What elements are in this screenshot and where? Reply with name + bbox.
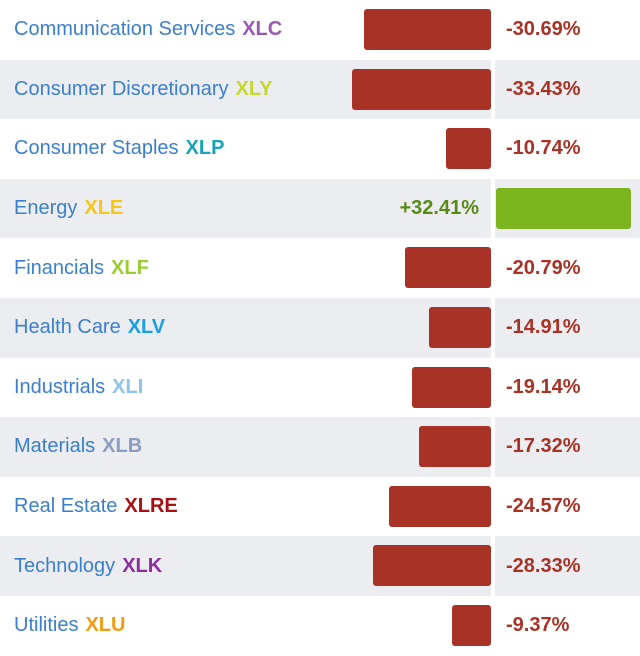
row-stripe bbox=[0, 298, 491, 358]
sector-name: Consumer Discretionary bbox=[14, 77, 229, 100]
sector-name: Consumer Staples bbox=[14, 137, 179, 160]
sector-label: Materials XLB bbox=[14, 417, 142, 477]
value-label: -9.37% bbox=[506, 614, 570, 637]
sector-row: Consumer Staples XLP -10.74% bbox=[0, 119, 640, 179]
sector-row: Utilities XLU -9.37% bbox=[0, 596, 640, 656]
row-stripe bbox=[495, 298, 640, 358]
sector-row: Consumer Discretionary XLY -33.43% bbox=[0, 59, 640, 120]
negative-bar bbox=[389, 485, 491, 527]
sector-ticker: XLRE bbox=[124, 495, 178, 518]
value-label: -24.57% bbox=[506, 495, 581, 518]
negative-bar bbox=[404, 247, 491, 289]
value-label: +32.41% bbox=[399, 197, 479, 220]
value-label: -17.32% bbox=[506, 435, 581, 458]
sector-name: Financials bbox=[14, 256, 105, 279]
value-label: -14.91% bbox=[506, 316, 581, 339]
sector-ticker: XLC bbox=[242, 18, 283, 41]
negative-bar bbox=[429, 307, 491, 348]
value-label: -28.33% bbox=[506, 554, 581, 577]
positive-bar bbox=[496, 187, 631, 229]
sector-row: Technology XLK -28.33% bbox=[0, 536, 640, 596]
sector-name: Energy bbox=[14, 197, 78, 220]
value-label: -19.14% bbox=[506, 375, 581, 398]
sector-ticker: XLI bbox=[112, 375, 144, 398]
negative-bar bbox=[363, 9, 491, 50]
negative-bar bbox=[446, 128, 491, 170]
sector-row: Industrials XLI -19.14% bbox=[0, 358, 640, 418]
sector-ticker: XLV bbox=[127, 316, 166, 339]
row-stripe bbox=[0, 178, 491, 239]
sector-name: Communication Services bbox=[14, 18, 236, 41]
value-label: -10.74% bbox=[506, 137, 581, 160]
sector-label: Utilities XLU bbox=[14, 596, 125, 656]
sector-name: Technology bbox=[14, 554, 116, 577]
row-stripe bbox=[495, 59, 640, 120]
sector-label: Health Care XLV bbox=[14, 298, 165, 358]
sector-row: Materials XLB -17.32% bbox=[0, 417, 640, 477]
negative-bar bbox=[419, 426, 491, 468]
sector-ticker: XLB bbox=[102, 435, 143, 458]
value-label: -33.43% bbox=[506, 77, 581, 100]
negative-bar bbox=[373, 545, 491, 587]
negative-bar bbox=[452, 605, 491, 646]
sector-label: Real Estate XLRE bbox=[14, 477, 178, 537]
negative-bar bbox=[411, 366, 491, 408]
sector-label: Communication Services XLC bbox=[14, 0, 282, 60]
sector-name: Health Care bbox=[14, 316, 121, 339]
sector-label: Consumer Discretionary XLY bbox=[14, 60, 273, 120]
sector-row: Energy XLE +32.41% bbox=[0, 178, 640, 239]
sector-label: Industrials XLI bbox=[14, 358, 143, 418]
sector-row: Health Care XLV -14.91% bbox=[0, 298, 640, 358]
sector-ticker: XLP bbox=[185, 137, 225, 160]
row-stripe bbox=[0, 417, 491, 477]
value-label: -30.69% bbox=[506, 18, 581, 41]
sector-label: Energy XLE bbox=[14, 179, 123, 239]
row-stripe bbox=[495, 417, 640, 477]
sector-ticker: XLY bbox=[235, 77, 273, 100]
sector-name: Real Estate bbox=[14, 495, 118, 518]
sector-row: Financials XLF -20.79% bbox=[0, 238, 640, 298]
sector-ticker: XLE bbox=[84, 197, 124, 220]
value-label: -20.79% bbox=[506, 256, 581, 279]
sector-ticker: XLK bbox=[122, 554, 163, 577]
sector-name: Materials bbox=[14, 435, 96, 458]
sector-ticker: XLF bbox=[111, 256, 149, 279]
sector-ticker: XLU bbox=[85, 614, 126, 637]
sector-label: Financials XLF bbox=[14, 238, 149, 298]
sector-label: Consumer Staples XLP bbox=[14, 119, 224, 179]
sector-row: Real Estate XLRE -24.57% bbox=[0, 477, 640, 537]
sector-name: Utilities bbox=[14, 614, 79, 637]
sector-name: Industrials bbox=[14, 375, 106, 398]
row-stripe bbox=[495, 536, 640, 596]
negative-bar bbox=[352, 68, 491, 110]
sector-label: Technology XLK bbox=[14, 536, 162, 596]
sector-row: Communication Services XLC -30.69% bbox=[0, 0, 640, 60]
